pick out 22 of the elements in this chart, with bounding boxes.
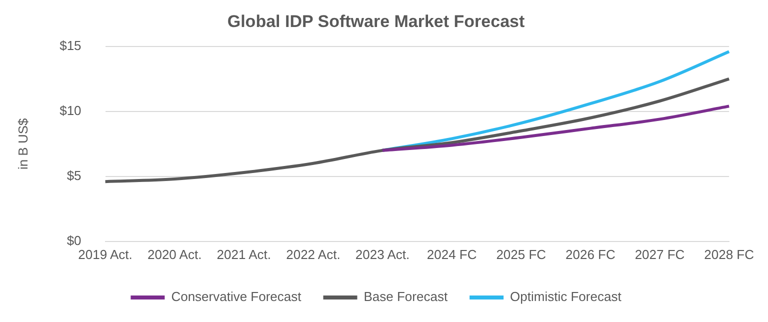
chart-title: Global IDP Software Market Forecast — [227, 12, 525, 31]
x-tick-label: 2028 FC — [704, 246, 754, 262]
line-series — [104, 77, 731, 184]
x-tick-label: 2022 Act. — [286, 246, 340, 262]
line-series — [381, 50, 731, 152]
x-tick-label: 2024 FC — [426, 246, 477, 262]
x-tick-label: 2026 FC — [566, 246, 616, 262]
x-tick-label: 2021 Act. — [216, 246, 272, 262]
x-tick-label: 2023 Act. — [355, 246, 410, 262]
legend-label: Optimistic Forecast — [510, 289, 622, 304]
y-axis-title: in B US$ — [15, 117, 30, 170]
legend-label: Conservative Forecast — [171, 289, 302, 304]
x-tick-label: 2020 Act. — [147, 246, 202, 262]
legend-label: Base Forecast — [364, 289, 448, 304]
line-series — [381, 104, 731, 152]
y-tick-label: $0 — [66, 232, 82, 248]
x-tick-label: 2025 FC — [496, 246, 546, 262]
x-tick-label: 2027 FC — [634, 246, 685, 262]
y-tick-label: $15 — [60, 38, 82, 53]
x-tick-label: 2019 Act. — [78, 246, 132, 262]
y-tick-label: $5 — [66, 168, 82, 183]
y-tick-label: $10 — [60, 102, 82, 118]
